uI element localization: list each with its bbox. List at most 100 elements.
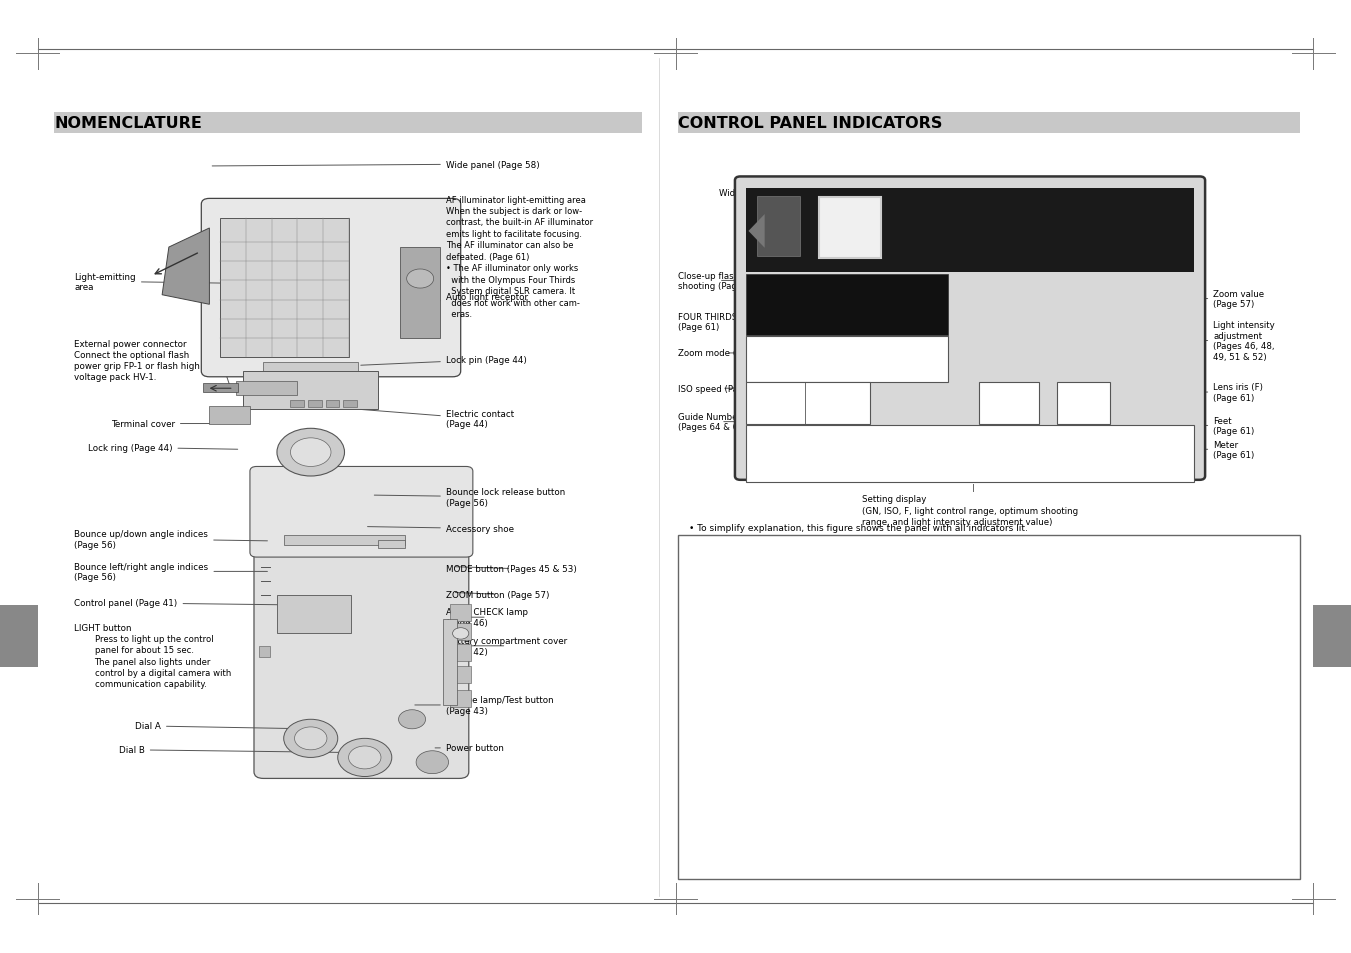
Text: Feet
(Page 61): Feet (Page 61) [1202, 416, 1255, 436]
Text: Terminal cover: Terminal cover [111, 419, 238, 429]
Bar [308, 400, 322, 408]
Text: Accessory shoe: Accessory shoe [367, 524, 513, 534]
Bar [1313, 605, 1351, 667]
Circle shape [277, 429, 345, 476]
Bar [757, 196, 800, 257]
Bar [236, 381, 297, 395]
Circle shape [399, 710, 426, 729]
Bar [746, 274, 948, 335]
Text: Zoom mode (Page 57): Zoom mode (Page 57) [678, 349, 774, 358]
Text: ft: ft [1138, 459, 1147, 470]
Bar [450, 604, 471, 621]
Text: TTL AUTO
MANUAL: TTL AUTO MANUAL [1005, 211, 1119, 252]
Text: 188: 188 [1035, 294, 1089, 323]
Text: Zoom value
(Page 57): Zoom value (Page 57) [1202, 290, 1265, 309]
Text: Lens iris (F)
(Page 61): Lens iris (F) (Page 61) [1202, 383, 1263, 402]
Text: selection of the display modes, see page 61.: selection of the display modes, see page… [692, 825, 888, 834]
Bar [746, 425, 1194, 483]
Text: Light intensity
adjustment
(Pages 46, 48,
49, 51 & 52): Light intensity adjustment (Pages 46, 48… [1202, 321, 1275, 361]
Text: FP: FP [838, 219, 862, 237]
Bar [326, 400, 339, 408]
Text: Meter
(Page 61): Meter (Page 61) [1202, 440, 1255, 459]
Text: Lock ring (Page 44): Lock ring (Page 44) [88, 443, 238, 453]
Text: Electric contact
(Page 44): Electric contact (Page 44) [361, 410, 513, 429]
Bar [284, 536, 405, 545]
Bar [400, 248, 440, 338]
Text: M ZOOM: M ZOOM [819, 353, 875, 366]
Bar [746, 189, 1194, 273]
Text: AUTO CHECK lamp
(Page 46): AUTO CHECK lamp (Page 46) [446, 608, 528, 627]
Text: on a 135 type (35 mm film) camera: on a 135 type (35 mm film) camera [692, 745, 921, 754]
Text: Setting display
(GN, ISO, F, light control range, optimum shooting
range, and li: Setting display (GN, ISO, F, light contr… [862, 495, 1078, 526]
Text: Dial B: Dial B [119, 745, 359, 755]
Bar [0, 605, 38, 667]
Text: Lock pin (Page 44): Lock pin (Page 44) [361, 355, 527, 366]
Bar [678, 112, 1300, 133]
Text: in the 135 display mode inside parentheses, such as “(XX mm with 135)”. For the: in the 135 display mode inside parenthes… [692, 805, 1048, 814]
Text: • The indications on the control panel may differ from those shown in the illust: • The indications on the control panel m… [692, 585, 1050, 594]
FancyBboxPatch shape [254, 527, 469, 779]
Bar [343, 400, 357, 408]
Bar [378, 540, 405, 548]
Text: 88.88~1/88.8: 88.88~1/88.8 [878, 445, 998, 463]
Circle shape [284, 720, 338, 758]
Circle shape [407, 270, 434, 289]
Polygon shape [748, 214, 765, 249]
Bar [209, 407, 250, 424]
Bar [54, 112, 642, 133]
FancyBboxPatch shape [201, 199, 461, 377]
Text: Close-up flash
shooting (Page 57): Close-up flash shooting (Page 57) [678, 272, 759, 291]
Text: LIGHT button: LIGHT button [74, 623, 132, 632]
Circle shape [338, 739, 392, 777]
Text: Bounce lock release button
(Page 56): Bounce lock release button (Page 56) [374, 488, 565, 507]
Bar [450, 666, 471, 683]
Circle shape [349, 746, 381, 769]
Text: ZOOM button (Page 57): ZOOM button (Page 57) [446, 590, 550, 599]
Bar [1058, 383, 1111, 424]
Text: mm: mm [1156, 303, 1178, 314]
Text: FOURTHIRDS: FOURTHIRDS [801, 298, 892, 312]
Bar [819, 198, 881, 259]
Text: For example, the firing angle (ZOOM) can be displayed in either of the following: For example, the firing angle (ZOOM) can… [692, 645, 1047, 654]
Text: tion above depending on the setup of the electronic flash, the camera in use,: tion above depending on the setup of the… [692, 605, 1036, 614]
Text: ±½: ±½ [1074, 398, 1094, 409]
Bar [678, 536, 1300, 879]
Text: The text in this manual employs the FOUR THIRDS display mode and puts value: The text in this manual employs the FOUR… [692, 785, 1042, 794]
Text: Press to light up the control
panel for about 15 sec.
The panel also lights unde: Press to light up the control panel for … [95, 635, 231, 688]
FancyBboxPatch shape [250, 467, 473, 558]
Text: MODE button (Pages 45 & 53): MODE button (Pages 45 & 53) [446, 564, 577, 574]
Polygon shape [162, 229, 209, 305]
Text: ISO: ISO [827, 398, 848, 409]
Bar [203, 383, 238, 393]
Bar [243, 372, 378, 410]
Bar [450, 623, 471, 640]
Bar [979, 383, 1039, 424]
Text: External power connector
Connect the optional flash
power grip FP-1 or flash hig: External power connector Connect the opt… [74, 339, 200, 381]
Bar [263, 362, 358, 381]
Text: Bounce up/down angle indices
(Page 56): Bounce up/down angle indices (Page 56) [74, 530, 267, 549]
Text: CONTROL PANEL INDICATORS: CONTROL PANEL INDICATORS [678, 115, 943, 131]
Bar [450, 644, 471, 661]
Text: Charge lamp/Test button
(Page 43): Charge lamp/Test button (Page 43) [415, 696, 554, 715]
Text: Notes on This Manual: Notes on This Manual [925, 559, 1052, 573]
Circle shape [290, 438, 331, 467]
Text: Dial A: Dial A [135, 721, 305, 731]
Circle shape [416, 751, 449, 774]
Text: modes.: modes. [692, 665, 730, 674]
Bar [450, 690, 471, 707]
Text: AF illuminator light-emitting area
When the subject is dark or low-
contrast, th: AF illuminator light-emitting area When … [446, 195, 593, 318]
Text: ISO speed (Page 47): ISO speed (Page 47) [678, 384, 766, 394]
Text: F: F [1005, 398, 1013, 409]
Text: NOMENCLATURE: NOMENCLATURE [54, 115, 201, 131]
Text: Control panel (Page 41): Control panel (Page 41) [74, 598, 281, 608]
Text: Guide Number (GN)
(Pages 64 & 65): Guide Number (GN) (Pages 64 & 65) [678, 413, 763, 432]
Text: Power button: Power button [435, 743, 504, 753]
Bar [746, 383, 870, 424]
Text: Auto light receptor: Auto light receptor [401, 293, 528, 305]
Text: Battery compartment cover
(Page 42): Battery compartment cover (Page 42) [446, 637, 567, 656]
Text: m: m [1136, 436, 1148, 447]
Text: FOUR THIRDS : Focal length of a Four Thirds System digital camera: FOUR THIRDS : Focal length of a Four Thi… [692, 705, 1000, 714]
Text: GN: GN [769, 398, 788, 409]
Circle shape [295, 727, 327, 750]
Text: Light-emitting
area: Light-emitting area [74, 273, 234, 292]
